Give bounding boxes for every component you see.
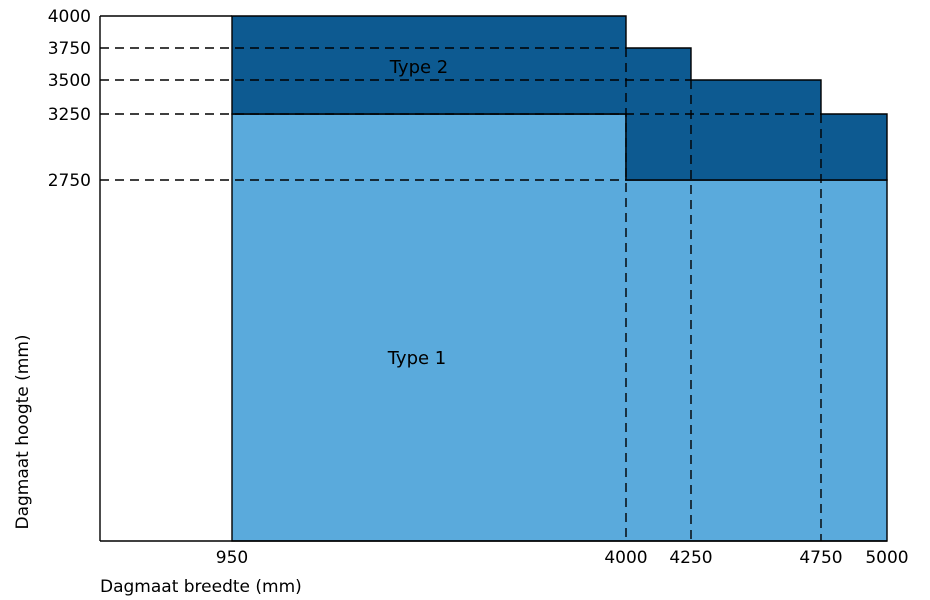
x-axis-label: Dagmaat breedte (mm): [100, 577, 302, 597]
regions-layer: Type 1 Type 2: [231, 15, 888, 542]
x-tick-label-950: 950: [216, 548, 248, 568]
y-tick-label-3750: 3750: [48, 39, 91, 59]
region-label-type-1: Type 1: [387, 348, 447, 369]
region-label-type-2: Type 2: [389, 57, 449, 78]
x-tick-label-4000: 4000: [604, 548, 647, 568]
x-tick-labels: 950 4000 4250 4750 5000: [216, 548, 909, 568]
y-axis-label: Dagmaat hoogte (mm): [13, 334, 33, 529]
x-tick-label-4750: 4750: [799, 548, 842, 568]
y-tick-label-2750: 2750: [48, 171, 91, 191]
x-tick-label-5000: 5000: [865, 548, 908, 568]
y-tick-label-3250: 3250: [48, 105, 91, 125]
axes-layer: [99, 15, 887, 542]
y-tick-labels: 4000 3750 3500 3250 2750: [48, 7, 91, 191]
guide-lines-layer: [100, 47, 822, 541]
y-tick-label-3500: 3500: [48, 71, 91, 91]
y-tick-label-4000: 4000: [48, 7, 91, 27]
x-tick-label-4250: 4250: [669, 548, 712, 568]
